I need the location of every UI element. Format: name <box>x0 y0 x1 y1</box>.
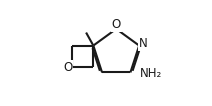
Text: O: O <box>112 18 121 31</box>
Text: O: O <box>63 61 73 74</box>
Text: N: N <box>139 37 148 50</box>
Text: NH₂: NH₂ <box>139 67 162 80</box>
